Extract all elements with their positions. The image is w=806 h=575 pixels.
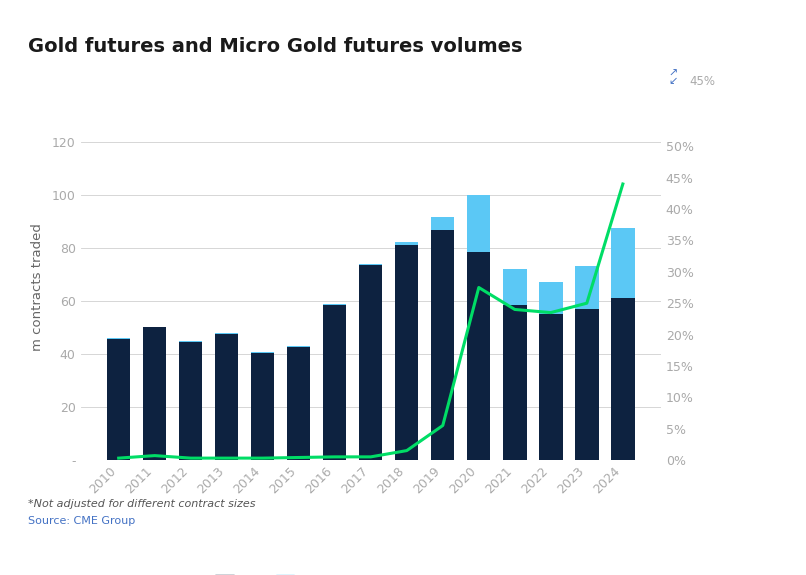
Bar	[503, 269, 526, 305]
Bar	[611, 298, 634, 460]
Bar	[539, 282, 563, 314]
Bar	[431, 231, 455, 460]
Bar	[251, 352, 274, 460]
Bar	[179, 341, 202, 342]
Text: ↗
↙: ↗ ↙	[668, 69, 678, 86]
Bar	[287, 346, 310, 347]
Bar	[323, 304, 347, 305]
Bar	[431, 217, 455, 231]
Text: 45%: 45%	[689, 75, 715, 88]
Bar	[215, 333, 239, 334]
Bar	[395, 243, 418, 245]
Bar	[359, 263, 383, 265]
Bar	[539, 314, 563, 460]
Bar	[395, 245, 418, 460]
Bar	[575, 309, 599, 460]
Bar	[179, 342, 202, 460]
Text: Source: CME Group: Source: CME Group	[28, 516, 135, 526]
Y-axis label: m contracts traded: m contracts traded	[31, 224, 44, 351]
Bar	[467, 194, 491, 252]
Text: *Not adjusted for different contract sizes: *Not adjusted for different contract siz…	[28, 499, 256, 509]
Text: Gold futures and Micro Gold futures volumes: Gold futures and Micro Gold futures volu…	[28, 37, 523, 56]
Bar	[287, 347, 310, 460]
Bar	[359, 265, 383, 460]
Legend: GC, MGC, MGC % of GC*: GC, MGC, MGC % of GC*	[210, 570, 473, 575]
Bar	[107, 339, 131, 460]
Bar	[323, 305, 347, 460]
Bar	[215, 334, 239, 460]
Bar	[467, 252, 491, 460]
Bar	[143, 327, 166, 460]
Bar	[575, 266, 599, 309]
Bar	[503, 305, 526, 460]
Bar	[611, 228, 634, 298]
